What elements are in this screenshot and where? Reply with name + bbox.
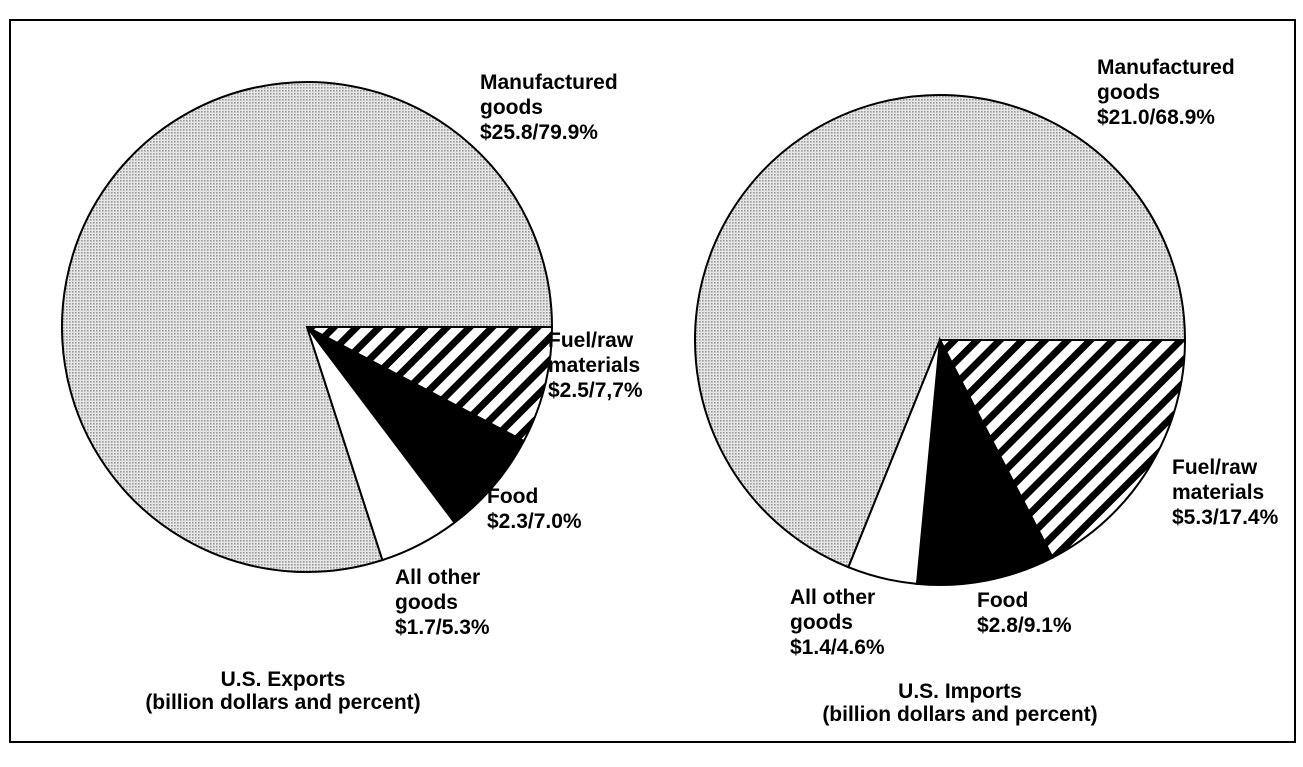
pie-slice — [61, 81, 554, 573]
pie-slice — [306, 326, 456, 562]
value-label: $1.4/4.6% — [790, 636, 885, 659]
chart-subtitle: (billion dollars and percent) — [822, 703, 1098, 726]
pie-slice — [694, 94, 1187, 569]
slice-label: All other goods — [790, 586, 876, 634]
slice-label: Food — [487, 485, 539, 508]
slice-label: Food — [977, 589, 1029, 612]
slice-label: Manufactured goods — [480, 71, 618, 119]
slice-label: Fuel/raw materials — [1172, 456, 1265, 504]
pie — [694, 94, 1187, 586]
value-label: $5.3/17.4% — [1172, 506, 1279, 529]
chart-title: U.S. Imports — [898, 680, 1022, 703]
slice-label: All other goods — [395, 566, 481, 614]
pie-slice — [306, 326, 526, 524]
frame — [9, 19, 1296, 743]
pie-slice — [847, 339, 941, 586]
slice-label: Manufactured goods — [1097, 56, 1235, 104]
value-label: $1.7/5.3% — [395, 616, 490, 639]
value-label: $21.0/68.9% — [1097, 106, 1215, 129]
pie — [61, 81, 554, 573]
chart-subtitle: (billion dollars and percent) — [145, 691, 421, 714]
value-label: $25.8/79.9% — [480, 121, 598, 144]
pie-slice — [306, 326, 554, 443]
value-label: $2.8/9.1% — [977, 614, 1072, 637]
pie-slice — [915, 336, 1054, 586]
slice-label: Fuel/raw materials — [548, 329, 641, 377]
pie-slice — [938, 339, 1187, 559]
value-label: $2.5/7,7% — [548, 379, 643, 402]
value-label: $2.3/7.0% — [487, 510, 582, 533]
chart-title: U.S. Exports — [220, 668, 346, 691]
